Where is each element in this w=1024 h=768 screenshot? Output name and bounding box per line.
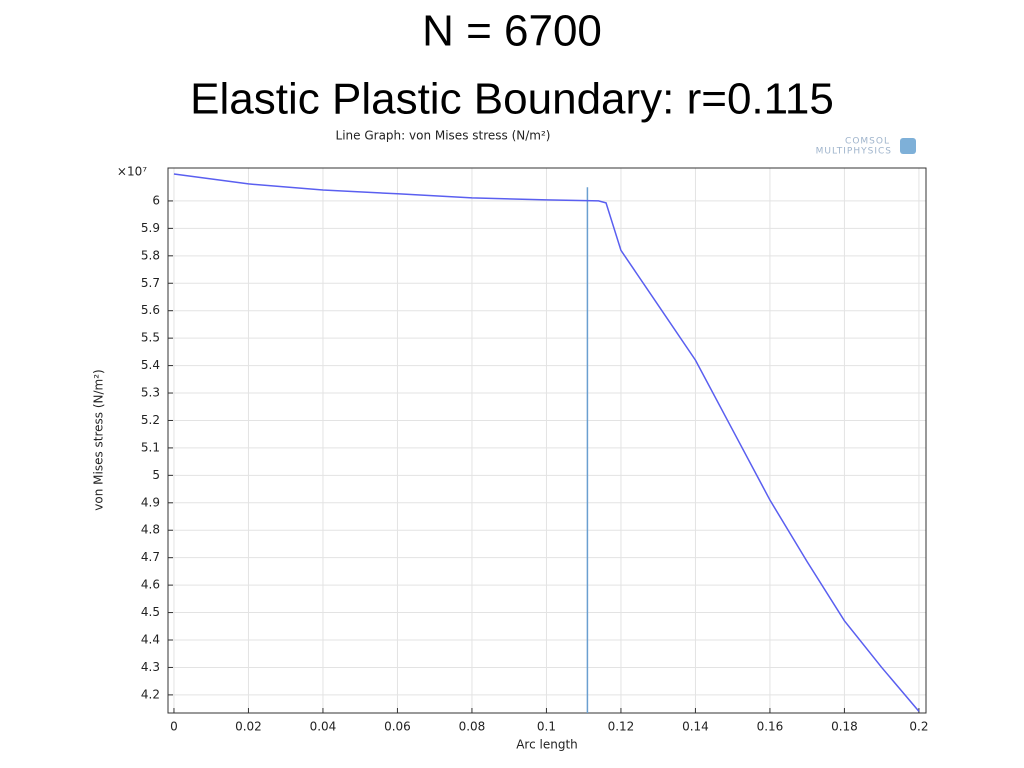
- x-tick-label: 0.04: [310, 720, 337, 734]
- x-tick-label: 0.06: [384, 720, 411, 734]
- y-tick-label: 5.2: [141, 413, 160, 427]
- y-tick-label: 4.3: [141, 660, 160, 674]
- x-tick-label: 0.08: [459, 720, 486, 734]
- x-tick-label: 0.02: [235, 720, 262, 734]
- y-tick-label: 4.9: [141, 495, 160, 509]
- x-tick-label: 0.18: [831, 720, 858, 734]
- data-line: [173, 173, 920, 712]
- chart-title: Line Graph: von Mises stress (N/m²): [336, 129, 551, 143]
- y-tick-label: 4.4: [141, 633, 160, 647]
- plot: 4.2 4.3 4.4 4.5 4.6 4.7 4.8 4.9 5 5.1 5.2 5.3 5.4 5.5…: [141, 167, 928, 734]
- y-tick-label: 4.6: [141, 578, 160, 592]
- y-tick-label: 5.6: [141, 303, 160, 317]
- y-tick-label: 5.5: [141, 331, 160, 345]
- x-tick-label: 0.14: [682, 720, 709, 734]
- x-tick-label: 0.16: [757, 720, 784, 734]
- y-tick-label: 4.2: [141, 687, 160, 701]
- logo-text: MULTIPHYSICS: [816, 147, 892, 157]
- axis-multiplier: ×10⁷: [117, 165, 147, 179]
- y-tick-label: 5.8: [141, 248, 160, 262]
- logo-text: COMSOL: [845, 137, 890, 147]
- plot-frame: [167, 167, 927, 714]
- y-tick-label: 4.5: [141, 605, 160, 619]
- y-tick-label: 5.7: [141, 276, 160, 290]
- logo-icon: [900, 138, 916, 154]
- x-tick-label: 0.1: [537, 720, 556, 734]
- slide-title: N = 6700: [422, 7, 602, 56]
- y-axis-label: von Mises stress (N/m²): [92, 369, 106, 510]
- x-tick-label: 0: [170, 720, 178, 734]
- y-tick-label: 5: [152, 468, 160, 482]
- x-tick-label: 0.2: [909, 720, 928, 734]
- y-tick-label: 4.8: [141, 523, 160, 537]
- x-tick-label: 0.12: [608, 720, 635, 734]
- y-tick-label: 5.1: [141, 440, 160, 454]
- y-tick-label: 4.7: [141, 550, 160, 564]
- x-axis-label: Arc length: [516, 738, 578, 752]
- slide-title: Elastic Plastic Boundary: r=0.115: [190, 75, 834, 124]
- y-tick-label: 5.3: [141, 386, 160, 400]
- y-tick-label: 5.9: [141, 221, 160, 235]
- y-tick-label: 5.4: [141, 358, 160, 372]
- y-tick-label: 6: [152, 193, 160, 207]
